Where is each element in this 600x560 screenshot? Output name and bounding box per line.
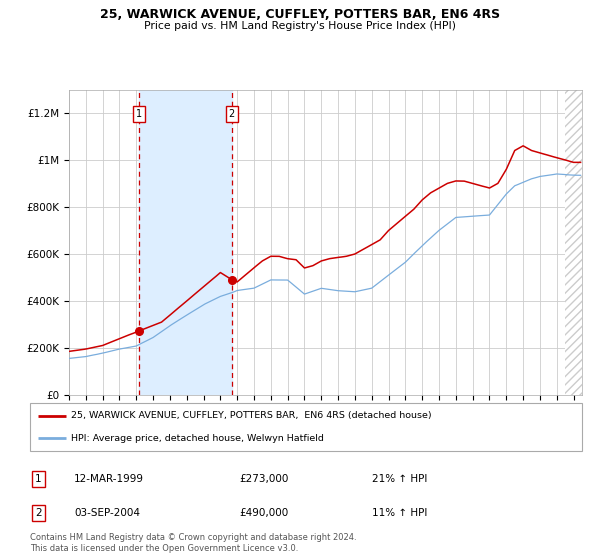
Text: 25, WARWICK AVENUE, CUFFLEY, POTTERS BAR,  EN6 4RS (detached house): 25, WARWICK AVENUE, CUFFLEY, POTTERS BAR… bbox=[71, 411, 432, 420]
Text: £273,000: £273,000 bbox=[240, 474, 289, 484]
Text: 12-MAR-1999: 12-MAR-1999 bbox=[74, 474, 144, 484]
Text: 2: 2 bbox=[35, 508, 41, 518]
Text: 21% ↑ HPI: 21% ↑ HPI bbox=[372, 474, 428, 484]
Text: £490,000: £490,000 bbox=[240, 508, 289, 518]
Text: 1: 1 bbox=[35, 474, 41, 484]
Text: 1: 1 bbox=[136, 109, 143, 119]
Bar bbox=[139, 90, 232, 395]
Text: 2: 2 bbox=[229, 109, 235, 119]
Text: HPI: Average price, detached house, Welwyn Hatfield: HPI: Average price, detached house, Welw… bbox=[71, 434, 324, 443]
Text: Price paid vs. HM Land Registry's House Price Index (HPI): Price paid vs. HM Land Registry's House … bbox=[144, 21, 456, 31]
Text: 03-SEP-2004: 03-SEP-2004 bbox=[74, 508, 140, 518]
Text: 11% ↑ HPI: 11% ↑ HPI bbox=[372, 508, 428, 518]
FancyBboxPatch shape bbox=[30, 403, 582, 451]
Text: Contains HM Land Registry data © Crown copyright and database right 2024.
This d: Contains HM Land Registry data © Crown c… bbox=[30, 533, 356, 553]
Text: 25, WARWICK AVENUE, CUFFLEY, POTTERS BAR, EN6 4RS: 25, WARWICK AVENUE, CUFFLEY, POTTERS BAR… bbox=[100, 8, 500, 21]
